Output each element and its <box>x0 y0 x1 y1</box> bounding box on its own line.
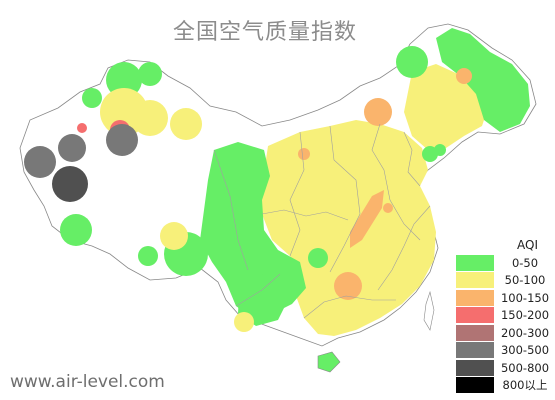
legend-swatch <box>456 359 494 376</box>
legend-swatch <box>456 377 494 394</box>
aqi-legend: AQI 0-50 50-100 100-150 150-200 200-300 300-5… <box>456 236 552 394</box>
legend-item: 150-200 <box>456 307 552 325</box>
legend-item: 200-300 <box>456 324 552 342</box>
legend-item: 0-50 <box>456 254 552 272</box>
legend-item: 50-100 <box>456 272 552 290</box>
legend-swatch <box>456 272 494 289</box>
aqi-regions <box>24 28 530 336</box>
legend-swatch <box>456 307 494 324</box>
legend-label: 200-300 <box>500 325 550 340</box>
legend-swatch <box>456 254 494 271</box>
legend-label: 0-50 <box>511 255 539 270</box>
legend-label: 50-100 <box>504 273 546 288</box>
map-title: 全国空气质量指数 <box>172 20 357 45</box>
legend-swatch <box>456 289 494 306</box>
legend-item: 800以上 <box>456 377 552 395</box>
website-link[interactable]: www.air-level.com <box>10 372 165 392</box>
legend-label: 150-200 <box>500 308 550 323</box>
legend-label: 300-500 <box>500 343 550 358</box>
legend-label: 800以上 <box>502 378 548 393</box>
legend-swatch <box>456 324 494 341</box>
legend-item: 300-500 <box>456 342 552 360</box>
legend-item: 100-150 <box>456 289 552 307</box>
legend-label: 100-150 <box>500 290 550 305</box>
legend-swatch <box>456 342 494 359</box>
legend-item: 500-800 <box>456 359 552 377</box>
legend-title: AQI <box>517 238 538 252</box>
province-borders <box>213 123 431 319</box>
legend-label: 500-800 <box>500 360 550 375</box>
